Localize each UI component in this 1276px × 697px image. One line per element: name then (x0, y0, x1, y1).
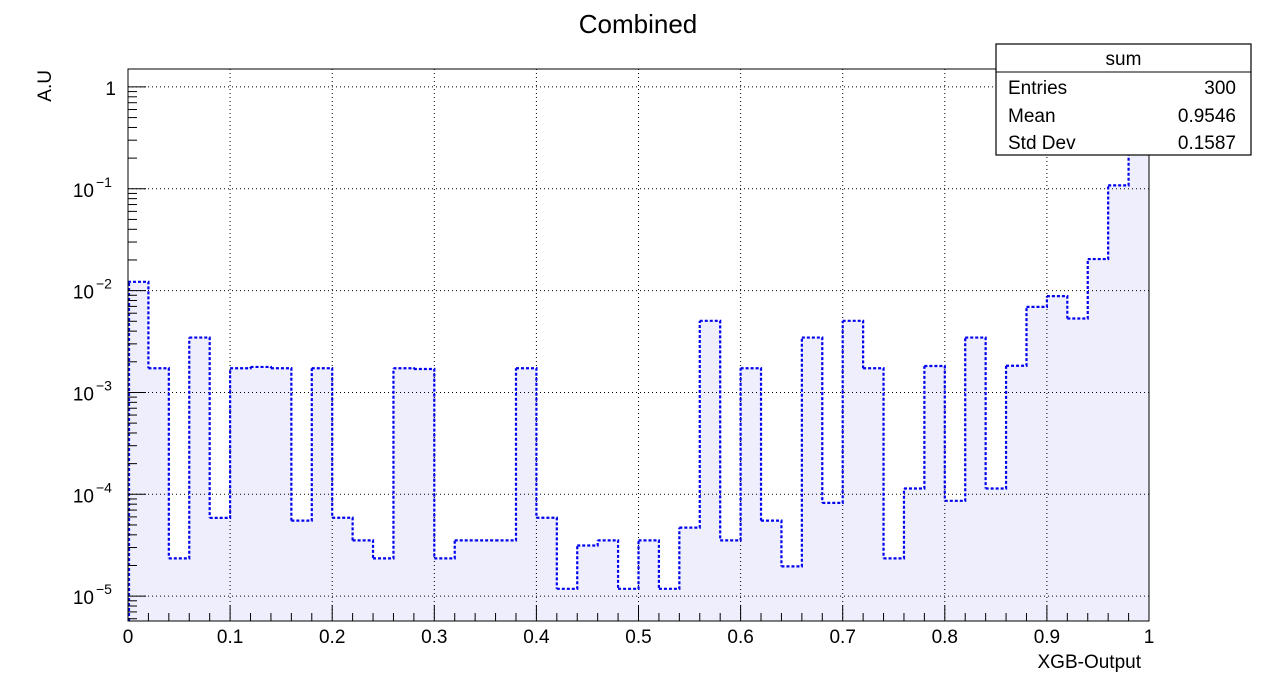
histogram-bin (944, 337, 967, 502)
histogram-bin (413, 367, 436, 559)
stats-row-label: Mean (1008, 106, 1056, 127)
y-tick-label-base: 10 (73, 283, 94, 304)
y-tick-label-exponent: −5 (96, 581, 112, 597)
x-tick-label: 0.8 (932, 627, 958, 648)
histogram-bin (556, 545, 579, 590)
y-axis-label: A.U (35, 70, 56, 102)
histogram-bin (679, 320, 701, 529)
histogram-bin (1046, 295, 1069, 319)
histogram-bin (801, 336, 824, 503)
x-tick-label: 0.3 (421, 627, 447, 648)
histogram-bin (658, 527, 681, 590)
histogram-bin (1026, 296, 1048, 308)
histogram-bin (270, 367, 293, 521)
histogram-bin (1087, 185, 1110, 261)
histogram-bin (842, 319, 865, 369)
stats-row-value: 300 (1204, 78, 1236, 99)
stats-box-name: sum (1106, 49, 1142, 70)
histogram-bin (230, 366, 252, 370)
histogram-bin (863, 367, 885, 559)
plot-frame (127, 68, 1150, 622)
x-tick-label: 1 (1144, 627, 1155, 648)
x-tick-label: 0.2 (319, 627, 345, 648)
stats-box-frame (995, 43, 1252, 156)
y-tick-label-base: 10 (73, 181, 94, 202)
chart-title: Combined (579, 9, 698, 39)
histogram-bin (822, 320, 844, 504)
y-tick-label-exponent: −2 (96, 276, 112, 292)
histogram-bin (1006, 306, 1028, 367)
stats-row-value: 0.1587 (1178, 133, 1236, 154)
x-tick-label: 0 (123, 627, 134, 648)
y-tick-label-exponent: −1 (96, 174, 112, 190)
stats-row-value: 0.9546 (1178, 106, 1236, 127)
histogram-bin (883, 488, 906, 560)
histogram-bin (434, 540, 456, 560)
y-tick-label-exponent: −4 (96, 479, 112, 495)
histogram-bin (597, 539, 620, 589)
histogram-bin (495, 368, 518, 542)
histogram-bin (577, 540, 599, 547)
histogram-bin (291, 368, 313, 522)
x-tick-label: 0.9 (1034, 627, 1060, 648)
x-tick-label: 0.4 (523, 627, 550, 648)
histogram-bin (903, 365, 926, 490)
y-tick-label-exponent: −3 (96, 377, 112, 393)
y-tick-label-base: 10 (73, 588, 94, 609)
y-tick-label-base: 10 (73, 384, 94, 405)
histogram-bin (965, 336, 987, 489)
histogram-bin (311, 367, 334, 518)
histogram-bin (209, 368, 232, 519)
stats-row-label: Std Dev (1008, 133, 1076, 154)
histogram-bin (761, 519, 783, 567)
histogram-bin (373, 368, 395, 560)
histogram-bin (515, 367, 538, 518)
histogram-bin (168, 337, 191, 560)
histogram-bin (740, 367, 763, 521)
histogram-bin (189, 336, 211, 518)
histogram-bin (148, 367, 170, 559)
histogram-bin (638, 539, 661, 589)
x-tick-label: 0.1 (217, 627, 243, 648)
histogram-bin (536, 516, 558, 589)
plot-area: 0 0.1 0.2 0.3 0.4 0.5 0.6 0.7 0.8 0.9 110 −510 −410−… (73, 68, 1155, 648)
histogram-bin (924, 364, 946, 501)
histogram-bin (332, 516, 354, 541)
histogram-bin (985, 365, 1008, 490)
histogram-fill (128, 94, 1149, 622)
histogram-bin (1067, 259, 1089, 320)
x-tick-label: 0.7 (829, 627, 855, 648)
x-axis-label: XGB-Output (1038, 652, 1142, 673)
histogram-bin (618, 540, 640, 590)
histogram-bin (781, 337, 803, 568)
histogram-bin (699, 319, 722, 541)
histogram-bin (352, 539, 375, 559)
stats-row-label: Entries (1008, 78, 1067, 99)
histogram-bin (128, 280, 150, 369)
y-tick-label-base: 10 (73, 486, 94, 507)
x-tick-label: 0.5 (625, 627, 651, 648)
y-tick-label: 1 (105, 79, 116, 100)
x-tick-label: 0.6 (727, 627, 753, 648)
stats-box: sum Entries 300 Mean 0.9546 Std Dev 0.1587 (995, 43, 1252, 156)
histogram-bin (720, 368, 742, 542)
